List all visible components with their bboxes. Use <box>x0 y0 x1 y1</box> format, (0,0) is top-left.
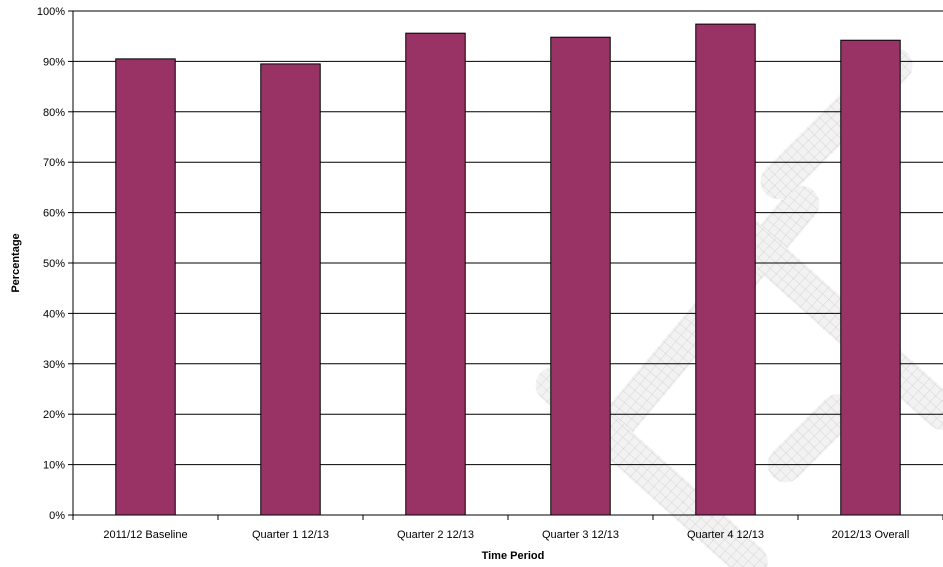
x-tick-label: 2012/13 Overall <box>832 529 910 541</box>
y-axis-title: Percentage <box>10 233 22 292</box>
bar-2 <box>260 63 321 516</box>
bar-6 <box>840 39 901 516</box>
y-tick-label: 40% <box>43 308 65 320</box>
y-tick-label: 20% <box>43 409 65 421</box>
y-tick-label: 30% <box>43 359 65 371</box>
x-tick-label: Quarter 3 12/13 <box>542 529 619 541</box>
y-tick-label: 70% <box>43 157 65 169</box>
x-tick-label: Quarter 2 12/13 <box>397 529 474 541</box>
x-tick-label: Quarter 1 12/13 <box>252 529 329 541</box>
y-tick-label: 90% <box>43 56 65 68</box>
x-tick-label: 2011/12 Baseline <box>103 529 187 541</box>
y-tick-label: 50% <box>43 258 65 270</box>
y-tick-label: 10% <box>43 460 65 472</box>
x-tick-labels: 2011/12 Baseline Quarter 1 12/13 Quarter 2… <box>103 529 909 541</box>
x-tick-label: Quarter 4 12/13 <box>687 529 764 541</box>
bar-3 <box>405 32 466 516</box>
y-tick-label: 100% <box>37 6 65 18</box>
watermark-stroke-5 <box>767 394 856 483</box>
y-tick-label: 60% <box>43 208 65 220</box>
y-tick-label: 80% <box>43 107 65 119</box>
bars <box>115 23 901 516</box>
y-tick-label: 0% <box>49 510 65 522</box>
y-tick-labels: 0% 10% 20% 30% 40% 50% 60% 70% 80% 90% 100% <box>37 6 65 522</box>
bar-1 <box>115 58 176 516</box>
bar-5 <box>695 23 756 516</box>
x-axis-title: Time Period <box>482 550 545 562</box>
axes <box>68 10 943 520</box>
bar-4 <box>550 36 611 516</box>
